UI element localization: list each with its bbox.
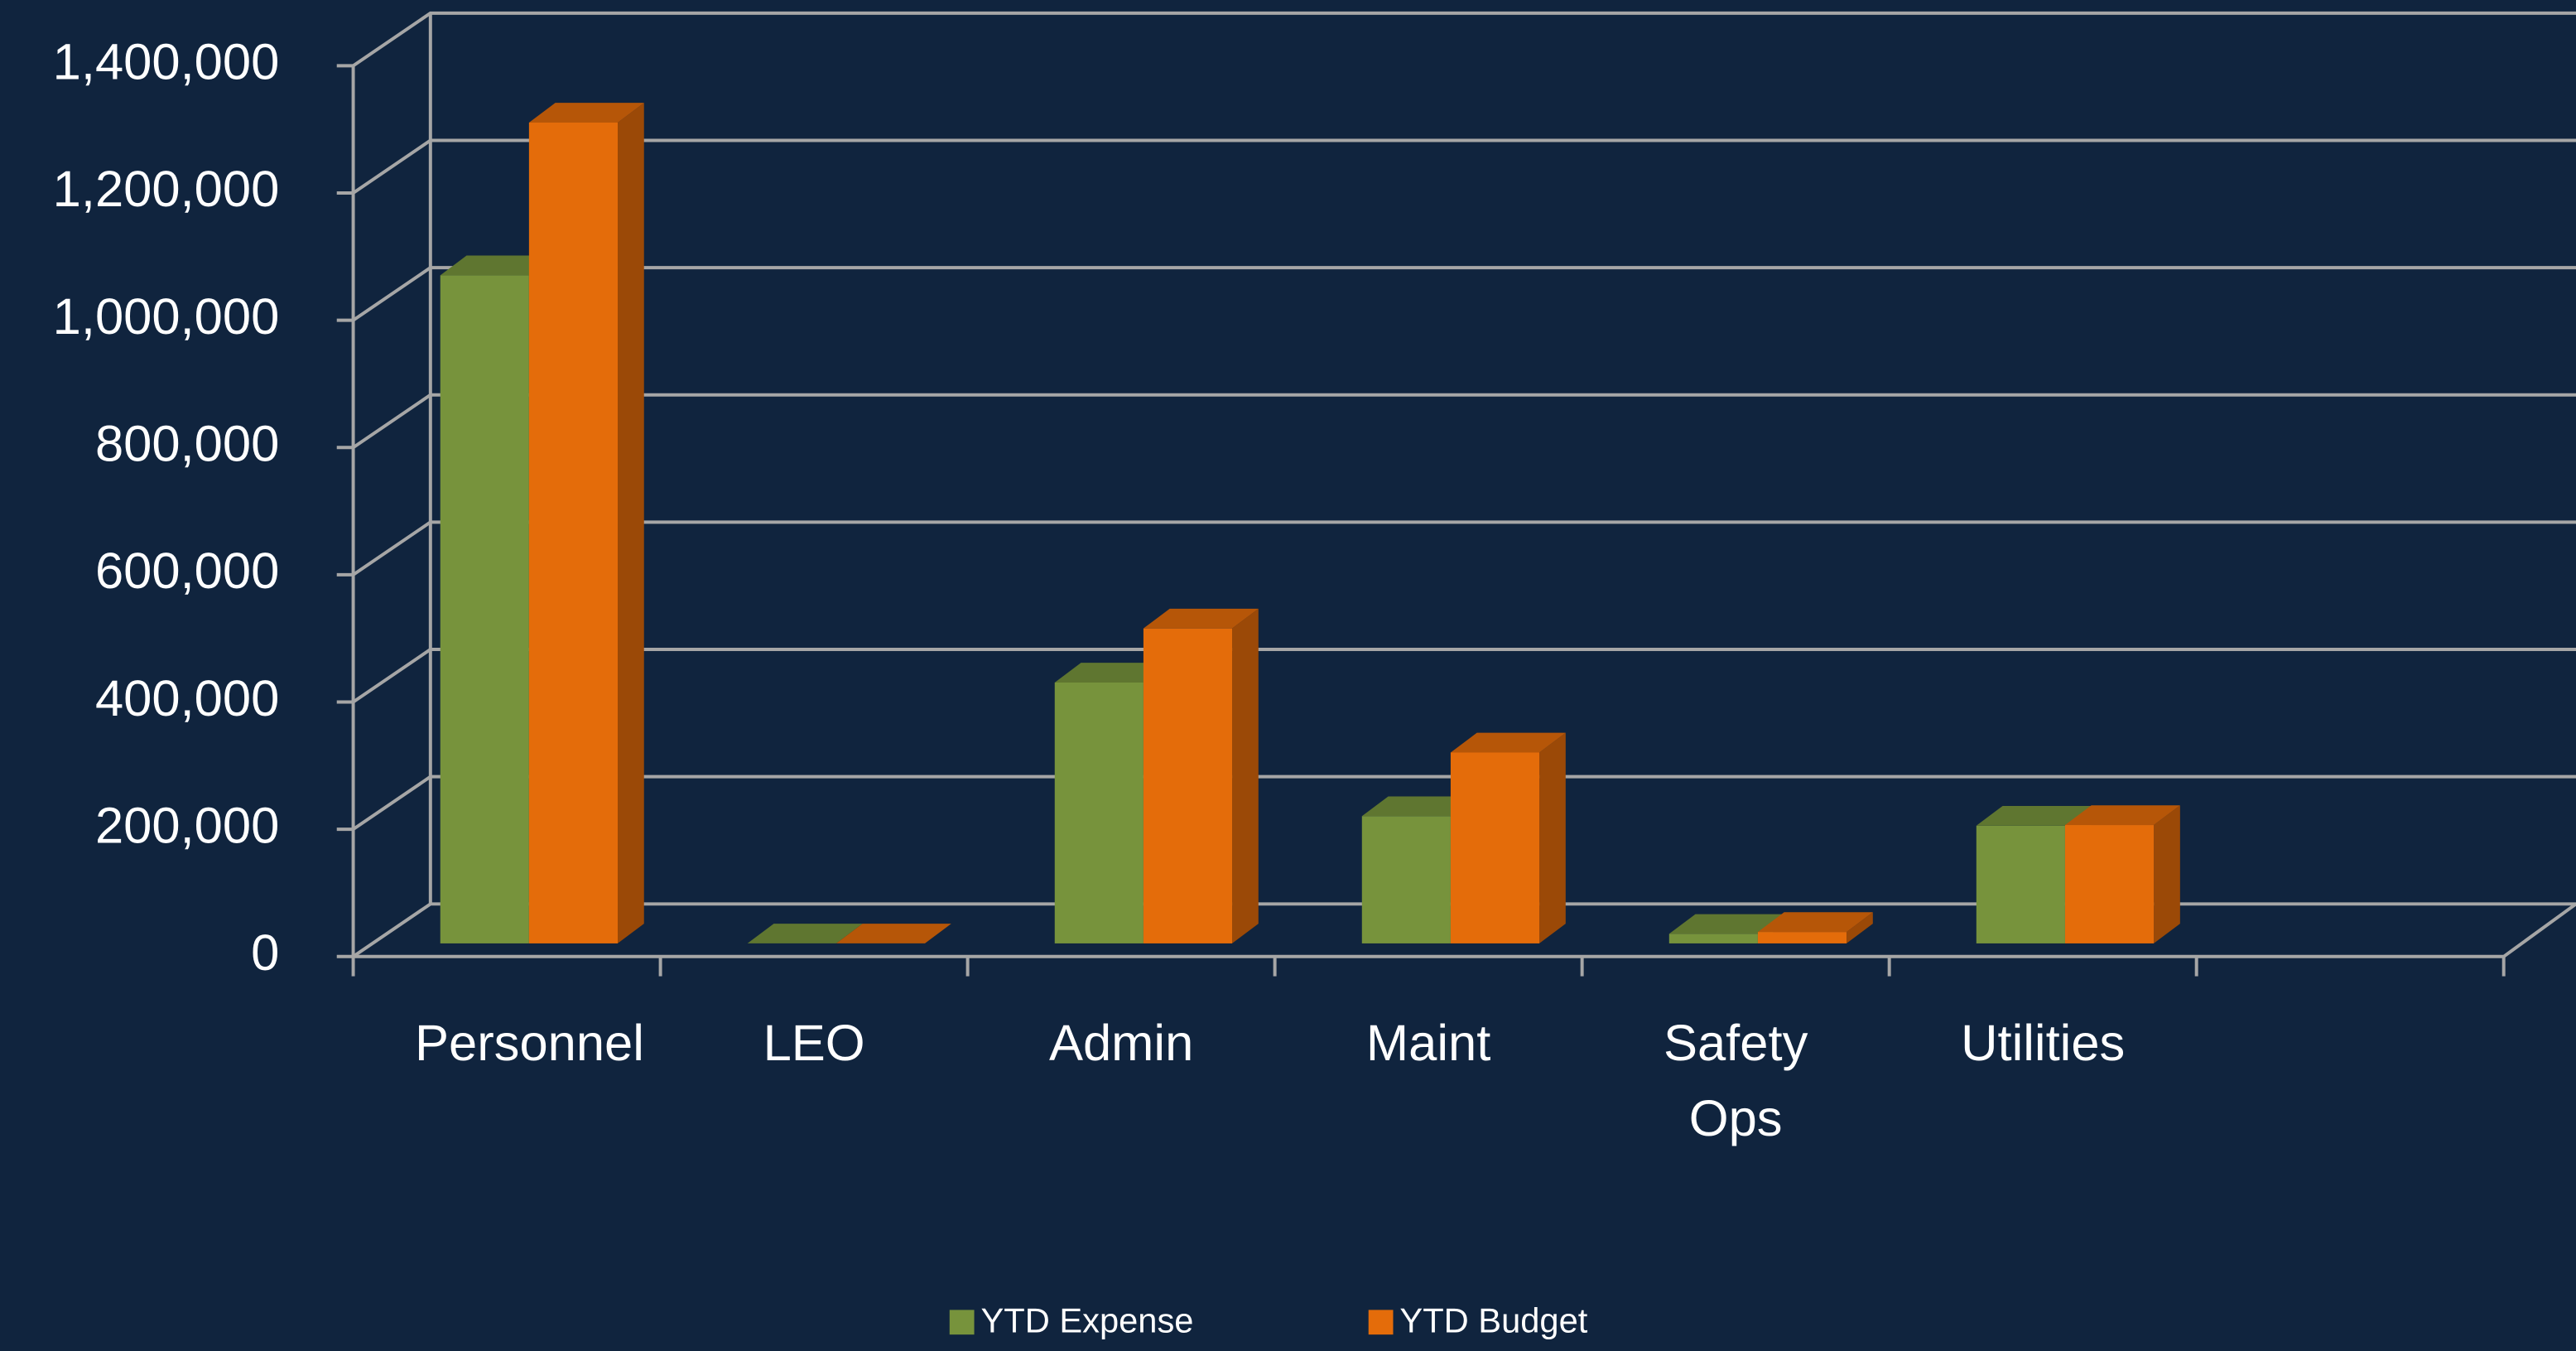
x-label-box: Utilities bbox=[1890, 1006, 2197, 1081]
x-label-box: Safety Ops bbox=[1582, 1006, 1890, 1157]
legend-swatch bbox=[1368, 1310, 1394, 1335]
bar bbox=[1976, 825, 2065, 943]
bar bbox=[1450, 752, 1540, 943]
grid-line bbox=[352, 520, 2576, 577]
bar-top bbox=[747, 924, 863, 943]
x-label-box: LEO bbox=[661, 1006, 968, 1081]
x-tick-label: LEO bbox=[763, 1014, 865, 1072]
bar bbox=[2064, 825, 2155, 943]
y-tick-label: 600,000 bbox=[95, 543, 279, 600]
bar-top bbox=[440, 255, 556, 276]
bar bbox=[1757, 932, 1847, 943]
x-tick-label: Admin bbox=[1048, 1014, 1194, 1072]
bar-top bbox=[1361, 796, 1477, 817]
x-label-wrap: Safety Ops bbox=[1582, 1006, 1890, 1157]
bar bbox=[1143, 628, 1233, 943]
bar-top bbox=[2064, 805, 2180, 826]
y-tick-label: 800,000 bbox=[95, 416, 279, 473]
bar-side bbox=[1847, 912, 1873, 943]
bar-top bbox=[1668, 914, 1784, 934]
x-label-box: Personnel bbox=[354, 1006, 661, 1081]
legend-label: YTD Expense bbox=[980, 1300, 1193, 1339]
y-tick-label: 1,200,000 bbox=[53, 161, 280, 218]
x-tick-label: Maint bbox=[1365, 1014, 1491, 1072]
grid-line bbox=[352, 393, 2576, 449]
grid-line bbox=[352, 138, 2576, 195]
grid-line bbox=[352, 902, 2576, 958]
y-tick-label: 400,000 bbox=[95, 670, 279, 727]
x-label-wrap: Utilities bbox=[1890, 1006, 2197, 1081]
bar-side bbox=[618, 103, 644, 943]
bar bbox=[1668, 934, 1758, 943]
bar-side bbox=[1539, 732, 1566, 943]
grid-line bbox=[352, 648, 2576, 704]
bar-top bbox=[528, 103, 644, 123]
x-label-box: Admin bbox=[968, 1006, 1275, 1081]
bar bbox=[528, 122, 619, 943]
x-label-wrap: Personnel bbox=[354, 1006, 661, 1081]
x-tick-label: Utilities bbox=[1961, 1014, 2126, 1072]
bar-top bbox=[1143, 608, 1259, 629]
y-tick-label: 1,400,000 bbox=[53, 34, 280, 91]
bar bbox=[440, 275, 529, 943]
bar-top bbox=[1757, 912, 1873, 933]
bar bbox=[1054, 682, 1144, 943]
legend-label: YTD Budget bbox=[1399, 1300, 1587, 1339]
grid-line bbox=[352, 11, 2576, 68]
bar-top bbox=[1450, 732, 1566, 753]
y-tick-label: 1,000,000 bbox=[53, 288, 280, 345]
legend-swatch bbox=[949, 1310, 975, 1335]
x-tick-label: Safety Ops bbox=[1663, 1014, 1808, 1147]
bar-top bbox=[1976, 806, 2092, 826]
x-label-wrap: Maint bbox=[1275, 1006, 1582, 1081]
bar bbox=[1361, 816, 1451, 943]
y-tick-label: 200,000 bbox=[95, 797, 279, 854]
x-label-wrap: Admin bbox=[968, 1006, 1275, 1081]
grid-line bbox=[352, 774, 2576, 831]
x-label-wrap: LEO bbox=[661, 1006, 968, 1081]
x-tick-label: Personnel bbox=[414, 1014, 644, 1072]
grid-line bbox=[352, 266, 2576, 322]
x-label-box: Maint bbox=[1275, 1006, 1582, 1081]
bar-top bbox=[835, 924, 951, 943]
bar-side bbox=[1232, 608, 1259, 943]
bar-side bbox=[2154, 805, 2180, 943]
bar-top bbox=[1054, 663, 1170, 683]
y-tick-label: 0 bbox=[251, 924, 279, 982]
